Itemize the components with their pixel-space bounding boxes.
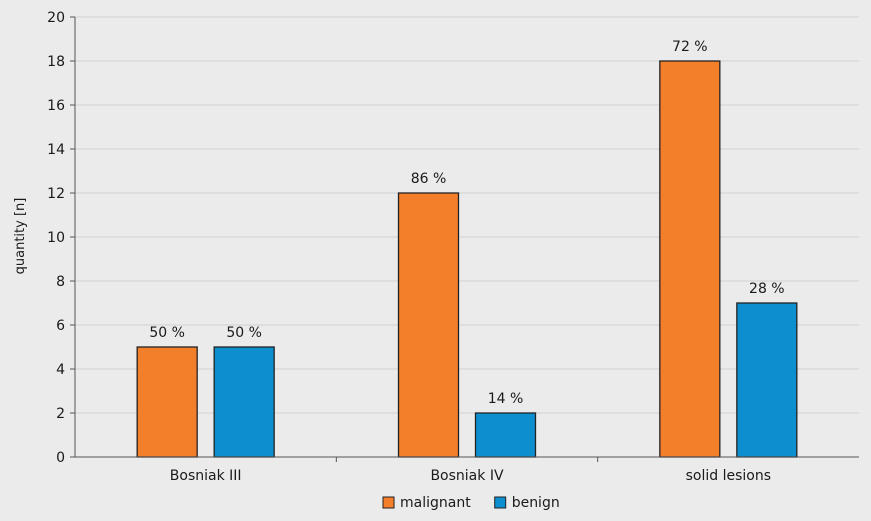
y-tick-label: 4: [56, 362, 65, 378]
axes: 0 2 4 6 8 10 12 14 16 18 20 Bosniak III Bosniak IV so…: [47, 10, 859, 484]
y-tick-label: 20: [47, 10, 65, 26]
y-axis-label: quantity [n]: [13, 198, 28, 275]
y-tick-label: 12: [47, 186, 65, 202]
data-label: 28 %: [749, 281, 785, 297]
data-label: 50 %: [226, 325, 262, 341]
y-tick-label: 18: [47, 54, 65, 70]
y-tick-label: 2: [56, 406, 65, 422]
bar-benign-2: [736, 302, 798, 458]
legend-label-benign: benign: [512, 495, 560, 511]
bar-benign-1: [474, 412, 537, 458]
x-tick-label: Bosniak IV: [430, 468, 503, 484]
y-tick-label: 14: [47, 142, 65, 158]
legend-swatch-benign: [494, 496, 507, 509]
y-tick-label: 6: [56, 318, 65, 334]
bar-malignant-2: [659, 60, 721, 458]
y-tick-label: 10: [47, 230, 65, 246]
data-label: 72 %: [672, 39, 708, 55]
x-tick-label: solid lesions: [686, 468, 771, 484]
data-label: 14 %: [488, 391, 524, 407]
data-label: 50 %: [149, 325, 185, 341]
legend: malignant benign: [382, 495, 560, 511]
bar-malignant-0: [136, 346, 198, 458]
y-tick-label: 8: [56, 274, 65, 290]
legend-label-malignant: malignant: [400, 495, 471, 511]
legend-swatch-malignant: [382, 496, 395, 509]
x-tick-label: Bosniak III: [170, 468, 242, 484]
bar-malignant-1: [397, 192, 460, 458]
y-tick-label: 0: [56, 450, 65, 466]
data-labels: 50 % 50 % 86 % 14 % 72 % 28 %: [149, 39, 784, 407]
y-tick-label: 16: [47, 98, 65, 114]
gridlines: [75, 16, 859, 414]
bars: [136, 60, 798, 458]
data-label: 86 %: [411, 171, 447, 187]
bar-benign-0: [213, 346, 275, 458]
